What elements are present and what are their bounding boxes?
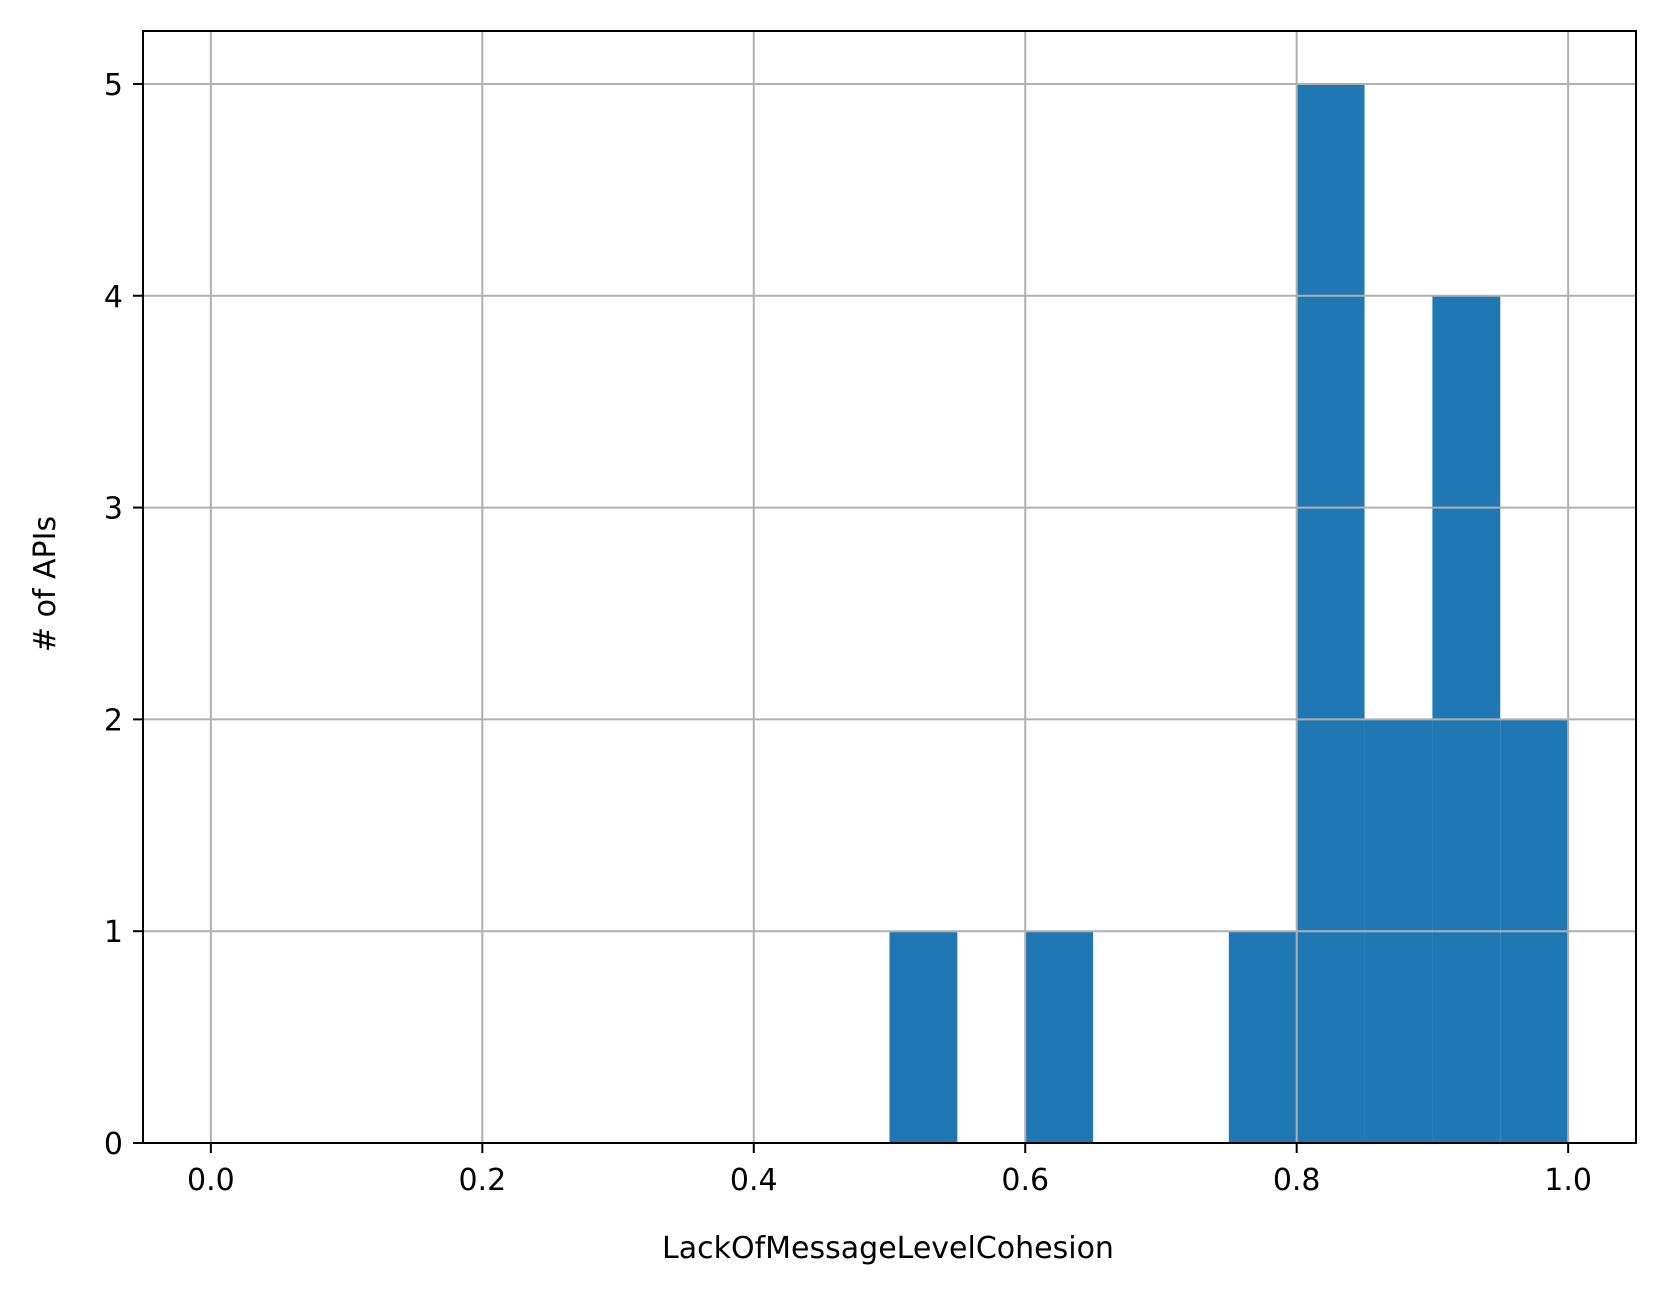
y-tick-label-0: 0 [104, 1127, 123, 1162]
x-tick-label-2: 0.4 [730, 1163, 778, 1198]
x-axis-label: LackOfMessageLevelCohesion [662, 1231, 1114, 1266]
histogram-bar-2 [1228, 931, 1297, 1143]
x-tick-label-5: 1.0 [1544, 1163, 1592, 1198]
axes-group [142, 30, 1637, 1144]
y-tick-label-2: 2 [104, 703, 123, 738]
x-tick-label-3: 0.6 [1001, 1163, 1049, 1198]
x-tick-label-1: 0.2 [458, 1163, 506, 1198]
x-tick-label-4: 0.8 [1273, 1163, 1321, 1198]
histogram-bar-1 [1025, 931, 1094, 1143]
axes-frame [142, 30, 1637, 1144]
ticks-group: 0.0 0.2 0.4 0.6 0.8 1.0 0 1 2 3 4 5 [104, 68, 1592, 1198]
y-axis-label: # of APIs [28, 516, 63, 652]
y-tick-label-4: 4 [104, 280, 123, 315]
y-tick-label-1: 1 [104, 915, 123, 950]
y-tick-label-5: 5 [104, 68, 123, 103]
x-tick-label-0: 0.0 [187, 1163, 235, 1198]
y-tick-label-3: 3 [104, 492, 123, 527]
histogram-bar-3 [1296, 83, 1365, 1143]
histogram-bar-0 [889, 931, 958, 1143]
